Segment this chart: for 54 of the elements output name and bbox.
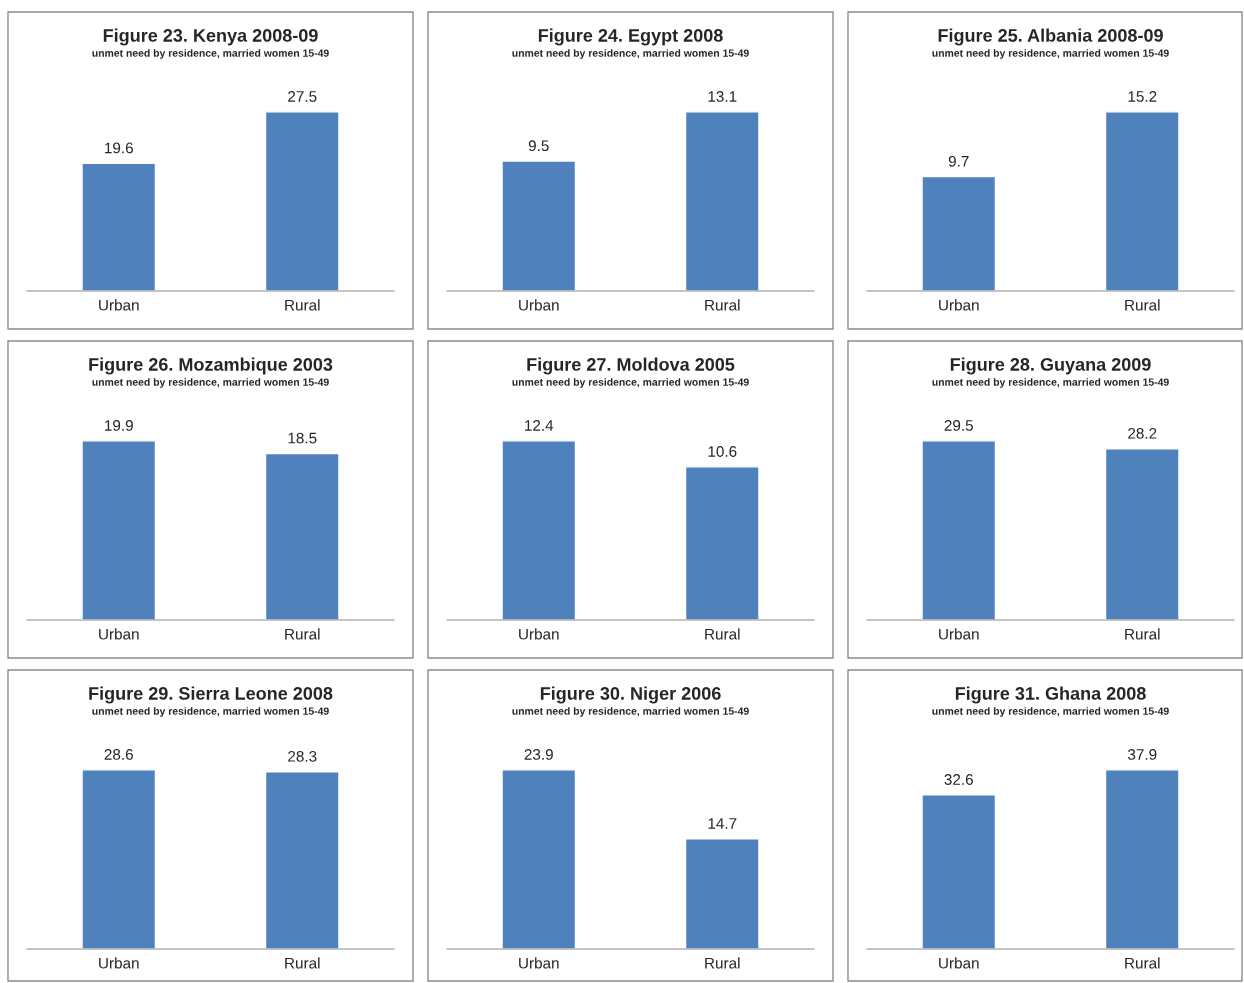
data-label: 27.5 [288, 91, 317, 102]
data-label: 10.6 [708, 446, 737, 457]
data-label: 9.7 [948, 155, 969, 167]
chart-title: Figure 23. Kenya 2008-09 [103, 28, 318, 46]
x-tick-label: Urban [519, 628, 559, 640]
data-label: 14.7 [708, 818, 737, 829]
chart-subtitle: unmet need by residence, married women 15-49 [92, 49, 329, 59]
data-label: 23.9 [524, 749, 553, 760]
x-tick-label: Rural [705, 957, 740, 969]
x-tick-label: Urban [519, 957, 559, 969]
data-label: 37.9 [1127, 749, 1157, 760]
x-tick-label: Urban [939, 957, 979, 969]
data-label: 13.1 [708, 91, 737, 102]
chart-title: Figure 26. Mozambique 2003 [89, 357, 333, 375]
data-label: 12.4 [525, 420, 554, 431]
x-tick-label: Rural [285, 299, 320, 311]
chart-subtitle: unmet need by residence, married women 15-49 [92, 378, 329, 388]
x-tick-label: Urban [519, 299, 559, 311]
chart-subtitle: unmet need by residence, married women 15-49 [512, 49, 749, 59]
chart-subtitle: unmet need by residence, married women 15-49 [92, 707, 329, 717]
x-tick-label: Urban [99, 957, 139, 969]
chart-subtitle: unmet need by residence, married women 15-49 [932, 49, 1169, 59]
data-label: 19.9 [105, 420, 133, 431]
data-label: 19.6 [105, 142, 133, 154]
data-label: 29.5 [944, 420, 973, 431]
x-tick-label: Rural [285, 957, 320, 969]
chart-title: Figure 24. Egypt 2008 [538, 28, 723, 46]
x-tick-label: Rural [705, 299, 740, 311]
x-tick-label: Rural [1125, 957, 1160, 969]
data-label: 18.5 [288, 432, 317, 444]
chart-subtitle: unmet need by residence, married women 15-49 [932, 378, 1169, 388]
chart-title: Figure 30. Niger 2006 [540, 686, 721, 704]
data-label: 28.6 [104, 749, 133, 760]
data-label: 28.3 [288, 750, 317, 762]
x-tick-label: Urban [99, 628, 139, 640]
chart-subtitle: unmet need by residence, married women 15-49 [932, 707, 1169, 717]
x-tick-label: Urban [939, 299, 979, 311]
x-tick-label: Urban [99, 299, 139, 311]
chart-title: Figure 27. Moldova 2005 [527, 357, 735, 375]
x-tick-label: Rural [705, 628, 740, 640]
x-tick-label: Rural [1125, 628, 1160, 640]
data-label: 15.2 [1128, 91, 1157, 102]
data-label: 32.6 [944, 774, 973, 785]
chart-title: Figure 29. Sierra Leone 2008 [89, 686, 333, 704]
chart-title: Figure 31. Ghana 2008 [955, 686, 1146, 704]
chart-subtitle: unmet need by residence, married women 15-49 [512, 707, 749, 717]
chart-title: Figure 25. Albania 2008-09 [938, 28, 1163, 46]
x-tick-label: Rural [285, 628, 320, 640]
data-label: 28.2 [1128, 427, 1157, 439]
x-tick-label: Urban [939, 628, 979, 640]
chart-subtitle: unmet need by residence, married women 15-49 [512, 378, 749, 388]
data-label: 9.5 [528, 140, 549, 152]
x-tick-label: Rural [1125, 299, 1160, 311]
chart-title: Figure 28. Guyana 2009 [950, 357, 1151, 375]
